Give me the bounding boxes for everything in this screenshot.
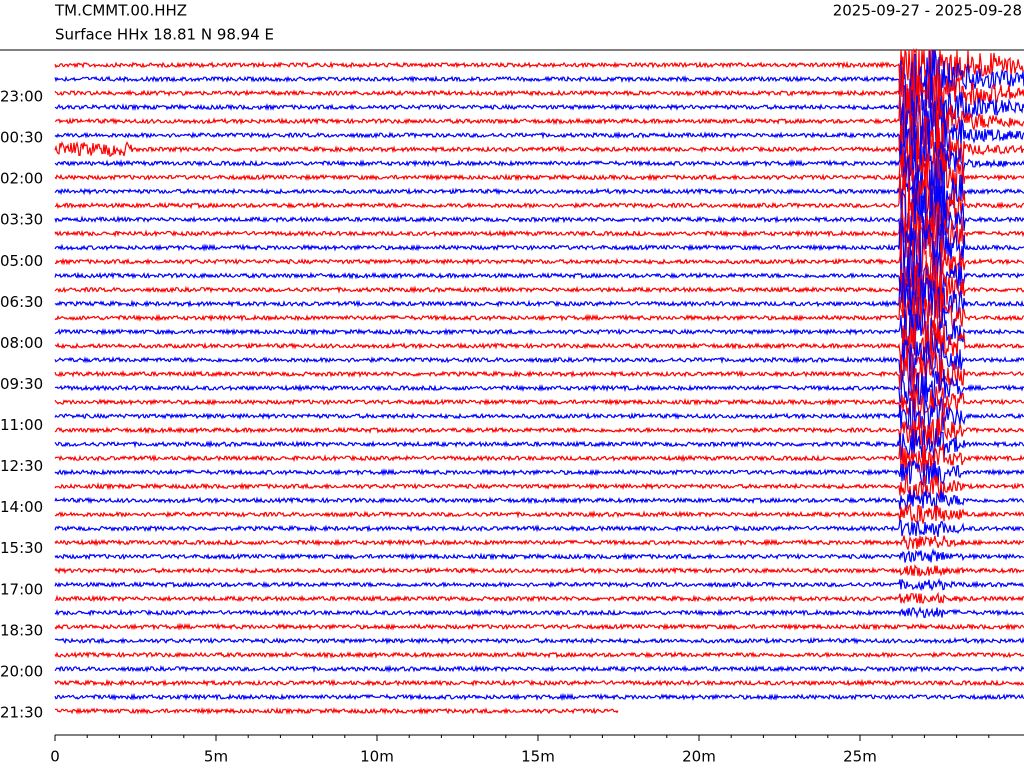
trace xyxy=(54,185,1024,250)
trace xyxy=(54,131,1024,199)
trace xyxy=(54,591,1024,604)
trace xyxy=(54,706,619,715)
trace xyxy=(54,246,1024,307)
trace xyxy=(54,489,1024,511)
trace xyxy=(54,214,1024,280)
row-label: 02:00 xyxy=(0,170,43,188)
x-tick-label: 10m xyxy=(360,748,394,766)
row-label: 00:30 xyxy=(0,129,43,147)
trace xyxy=(54,636,1024,645)
trace xyxy=(54,47,1024,100)
trace xyxy=(54,259,1024,319)
trace xyxy=(54,535,1024,551)
trace xyxy=(54,101,1024,165)
trace xyxy=(54,664,1024,674)
row-label: 20:00 xyxy=(0,662,43,680)
trace xyxy=(54,170,1024,237)
trace xyxy=(54,563,1024,577)
trace xyxy=(54,692,1024,702)
row-label: 05:00 xyxy=(0,252,43,270)
trace xyxy=(54,144,1024,211)
trace xyxy=(54,519,1024,538)
trace xyxy=(54,157,1024,227)
trace xyxy=(54,443,1024,474)
trace xyxy=(54,622,1024,632)
x-tick-label: 15m xyxy=(521,748,555,766)
row-label: 09:30 xyxy=(0,375,43,393)
trace xyxy=(54,321,1024,370)
x-tick-label: 20m xyxy=(682,748,716,766)
x-tick-label: 5m xyxy=(204,748,228,766)
trace xyxy=(54,86,1024,150)
x-tick-label: 0 xyxy=(50,748,60,766)
trace xyxy=(54,650,1024,659)
trace xyxy=(54,548,1024,563)
station-info: Surface HHx 18.81 N 98.94 E xyxy=(55,26,274,44)
trace xyxy=(54,49,1024,114)
trace xyxy=(54,577,1024,592)
row-label: 11:00 xyxy=(0,416,43,434)
row-label: 08:00 xyxy=(0,334,43,352)
trace xyxy=(54,428,1024,461)
date-range: 2025-09-27 - 2025-09-28 xyxy=(833,2,1022,20)
x-tick-label: 25m xyxy=(843,748,877,766)
trace xyxy=(54,412,1024,449)
row-label: 15:30 xyxy=(0,539,43,557)
trace xyxy=(54,384,1024,418)
row-label: 23:00 xyxy=(0,88,43,106)
trace xyxy=(54,678,1024,688)
trace xyxy=(54,201,1024,261)
trace xyxy=(54,292,1024,345)
trace xyxy=(54,350,1024,397)
trace xyxy=(54,606,1024,619)
row-label: 14:00 xyxy=(0,498,43,516)
trace xyxy=(54,474,1024,500)
trace xyxy=(54,369,1024,409)
trace xyxy=(54,59,1024,128)
row-label: 18:30 xyxy=(0,621,43,639)
row-label: 17:00 xyxy=(0,580,43,598)
trace xyxy=(54,307,1024,357)
row-label: 12:30 xyxy=(0,457,43,475)
row-label: 21:30 xyxy=(0,704,43,722)
row-label: 03:30 xyxy=(0,211,43,229)
trace xyxy=(54,232,1024,295)
trace xyxy=(54,73,1024,142)
trace xyxy=(54,275,1024,331)
trace xyxy=(54,503,1024,525)
station-title: TM.CMMT.00.HHZ xyxy=(54,2,187,20)
trace xyxy=(54,396,1024,435)
trace xyxy=(54,114,1024,184)
row-label: 06:30 xyxy=(0,293,43,311)
trace xyxy=(54,459,1024,487)
trace xyxy=(54,338,1024,384)
